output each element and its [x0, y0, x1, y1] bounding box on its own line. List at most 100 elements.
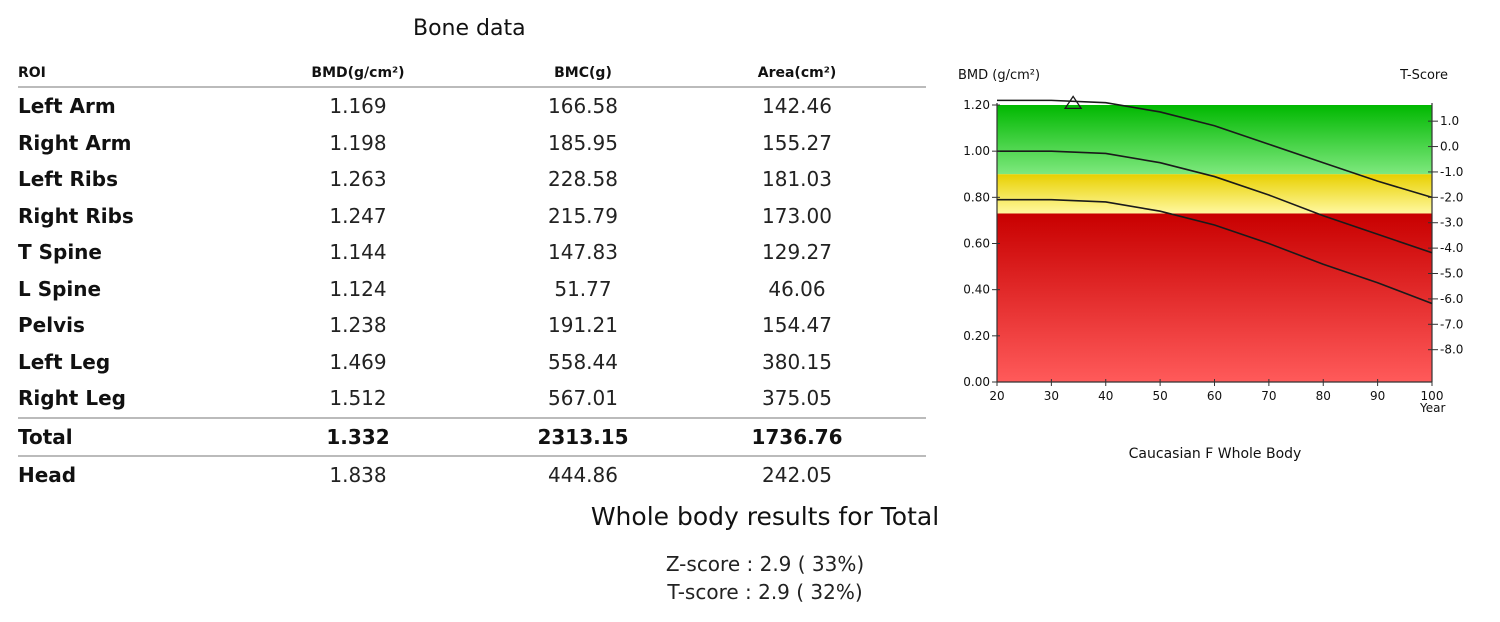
cell-roi: Right Ribs	[18, 203, 134, 228]
cell-bmd: 1.512	[329, 386, 387, 411]
t-score-tick-label: -7.0	[1440, 317, 1463, 331]
t-score-tick-label: -4.0	[1440, 241, 1463, 255]
col-header-bmd: BMD(g/cm²)	[218, 60, 498, 88]
table-row: Right Arm 1.198 185.95 155.27	[18, 125, 926, 162]
x-axis-label: Year	[1419, 401, 1445, 415]
cell-bmc: 228.58	[548, 167, 618, 192]
z-score: Z-score : 2.9 ( 33%)	[665, 552, 865, 576]
bmd-reference-chart: BMD (g/cm²) T-Score 0.00 0.20 0.40 0.60 0.80…	[958, 68, 1463, 462]
cell-bmd: 1.469	[329, 349, 387, 374]
cell-area: 46.06	[768, 276, 826, 301]
cell-bmc: 215.79	[548, 203, 618, 228]
cell-roi: Right Leg	[18, 386, 126, 411]
cell-area: 155.27	[762, 130, 832, 155]
y-tick-label: 0.20	[963, 329, 990, 343]
col-header-bmc: BMC(g)	[498, 60, 668, 88]
cell-roi: Left Arm	[18, 94, 116, 119]
cell-roi: Right Arm	[18, 130, 132, 155]
y-tick-label: 0.40	[963, 283, 990, 297]
table-row: T Spine 1.144 147.83 129.27	[18, 234, 926, 271]
cell-bmd: 1.263	[329, 167, 387, 192]
t-score-tick-label: -5.0	[1440, 267, 1463, 281]
x-tick-label: 70	[1261, 389, 1276, 403]
cell-area: 154.47	[762, 313, 832, 338]
cell-bmc: 166.58	[548, 94, 618, 119]
cell-bmd: 1.247	[329, 203, 387, 228]
reference-line-2	[997, 150, 1433, 254]
cell-roi: T Spine	[18, 240, 102, 265]
cell-area: 380.15	[762, 349, 832, 374]
cell-bmd: 1.838	[329, 463, 387, 488]
chart-y2label: T-Score	[1399, 68, 1448, 83]
table-row: Left Arm 1.169 166.58 142.46	[18, 87, 926, 125]
cell-bmc: 567.01	[548, 386, 618, 411]
y-tick-label: 1.00	[963, 144, 990, 158]
col-header-area: Area(cm²)	[668, 60, 926, 88]
band-osteoporosis	[997, 213, 1432, 382]
y-tick-label: 0.80	[963, 190, 990, 204]
x-tick-label: 40	[1098, 389, 1113, 403]
cell-bmc: 185.95	[548, 130, 618, 155]
t-score-tick-label: -8.0	[1440, 343, 1463, 357]
cell-bmc: 558.44	[548, 349, 618, 374]
band-normal	[997, 105, 1432, 175]
table-head-row: Head 1.838 444.86 242.05	[18, 456, 926, 494]
table-total-row: Total 1.332 2313.15 1736.76	[18, 416, 926, 457]
cell-roi: Total	[18, 416, 218, 457]
table-row: Left Leg 1.469 558.44 380.15	[18, 344, 926, 381]
x-tick-label: 20	[989, 389, 1004, 403]
patient-marker	[1063, 95, 1083, 110]
bone-data-table: ROI BMD(g/cm²) BMC(g) Area(cm²) Left Arm…	[18, 60, 926, 494]
cell-roi: Left Ribs	[18, 167, 119, 192]
cell-bmd: 1.124	[329, 276, 387, 301]
table-title: Bone data	[413, 16, 526, 41]
t-score-tick-label: -6.0	[1440, 292, 1463, 306]
table-row: Left Ribs 1.263 228.58 181.03	[18, 161, 926, 198]
cell-bmc: 51.77	[554, 276, 612, 301]
cell-roi: Head	[18, 463, 77, 488]
t-score-tick-label: 0.0	[1440, 140, 1459, 154]
table-row: Pelvis 1.238 191.21 154.47	[18, 307, 926, 344]
t-score-tick-label: -2.0	[1440, 190, 1463, 204]
cell-bmc: 147.83	[548, 240, 618, 265]
col-header-roi: ROI	[18, 60, 218, 88]
x-tick-label: 80	[1316, 389, 1331, 403]
cell-bmd: 1.169	[329, 94, 387, 119]
t-score-tick-label: -3.0	[1440, 216, 1463, 230]
y-tick-label: 0.60	[963, 237, 990, 251]
band-osteopenia	[997, 174, 1432, 214]
t-score-tick-label: 1.0	[1440, 114, 1459, 128]
cell-bmd: 1.198	[329, 130, 387, 155]
cell-roi: Left Leg	[18, 349, 111, 374]
x-tick-label: 100	[1421, 389, 1444, 403]
cell-area: 181.03	[762, 167, 832, 192]
cell-area: 242.05	[762, 463, 832, 488]
t-score: T-score : 2.9 ( 32%)	[667, 580, 863, 604]
cell-area: 1736.76	[668, 416, 926, 457]
results-title: Whole body results for Total	[590, 502, 940, 531]
cell-area: 173.00	[762, 203, 832, 228]
x-tick-label: 90	[1370, 389, 1385, 403]
cell-bmc: 191.21	[548, 313, 618, 338]
chart-ylabel: BMD (g/cm²)	[958, 68, 1040, 83]
table-header-row: ROI BMD(g/cm²) BMC(g) Area(cm²)	[18, 60, 926, 88]
x-tick-label: 50	[1152, 389, 1167, 403]
cell-area: 142.46	[762, 94, 832, 119]
cell-area: 129.27	[762, 240, 832, 265]
table-row: Right Leg 1.512 567.01 375.05	[18, 380, 926, 418]
y-tick-label: 1.20	[963, 98, 990, 112]
cell-bmd: 1.238	[329, 313, 387, 338]
x-tick-label: 30	[1044, 389, 1059, 403]
cell-area: 375.05	[762, 386, 832, 411]
cell-bmd: 1.144	[329, 240, 387, 265]
table-row: L Spine 1.124 51.77 46.06	[18, 271, 926, 308]
t-score-tick-label: -1.0	[1440, 165, 1463, 179]
cell-roi: L Spine	[18, 276, 102, 301]
table-row: Right Ribs 1.247 215.79 173.00	[18, 198, 926, 235]
cell-roi: Pelvis	[18, 313, 85, 338]
cell-bmc: 444.86	[548, 463, 618, 488]
x-tick-label: 60	[1207, 389, 1222, 403]
cell-bmc: 2313.15	[498, 416, 668, 457]
y-tick-label: 0.00	[963, 375, 990, 389]
cell-bmd: 1.332	[218, 416, 498, 457]
